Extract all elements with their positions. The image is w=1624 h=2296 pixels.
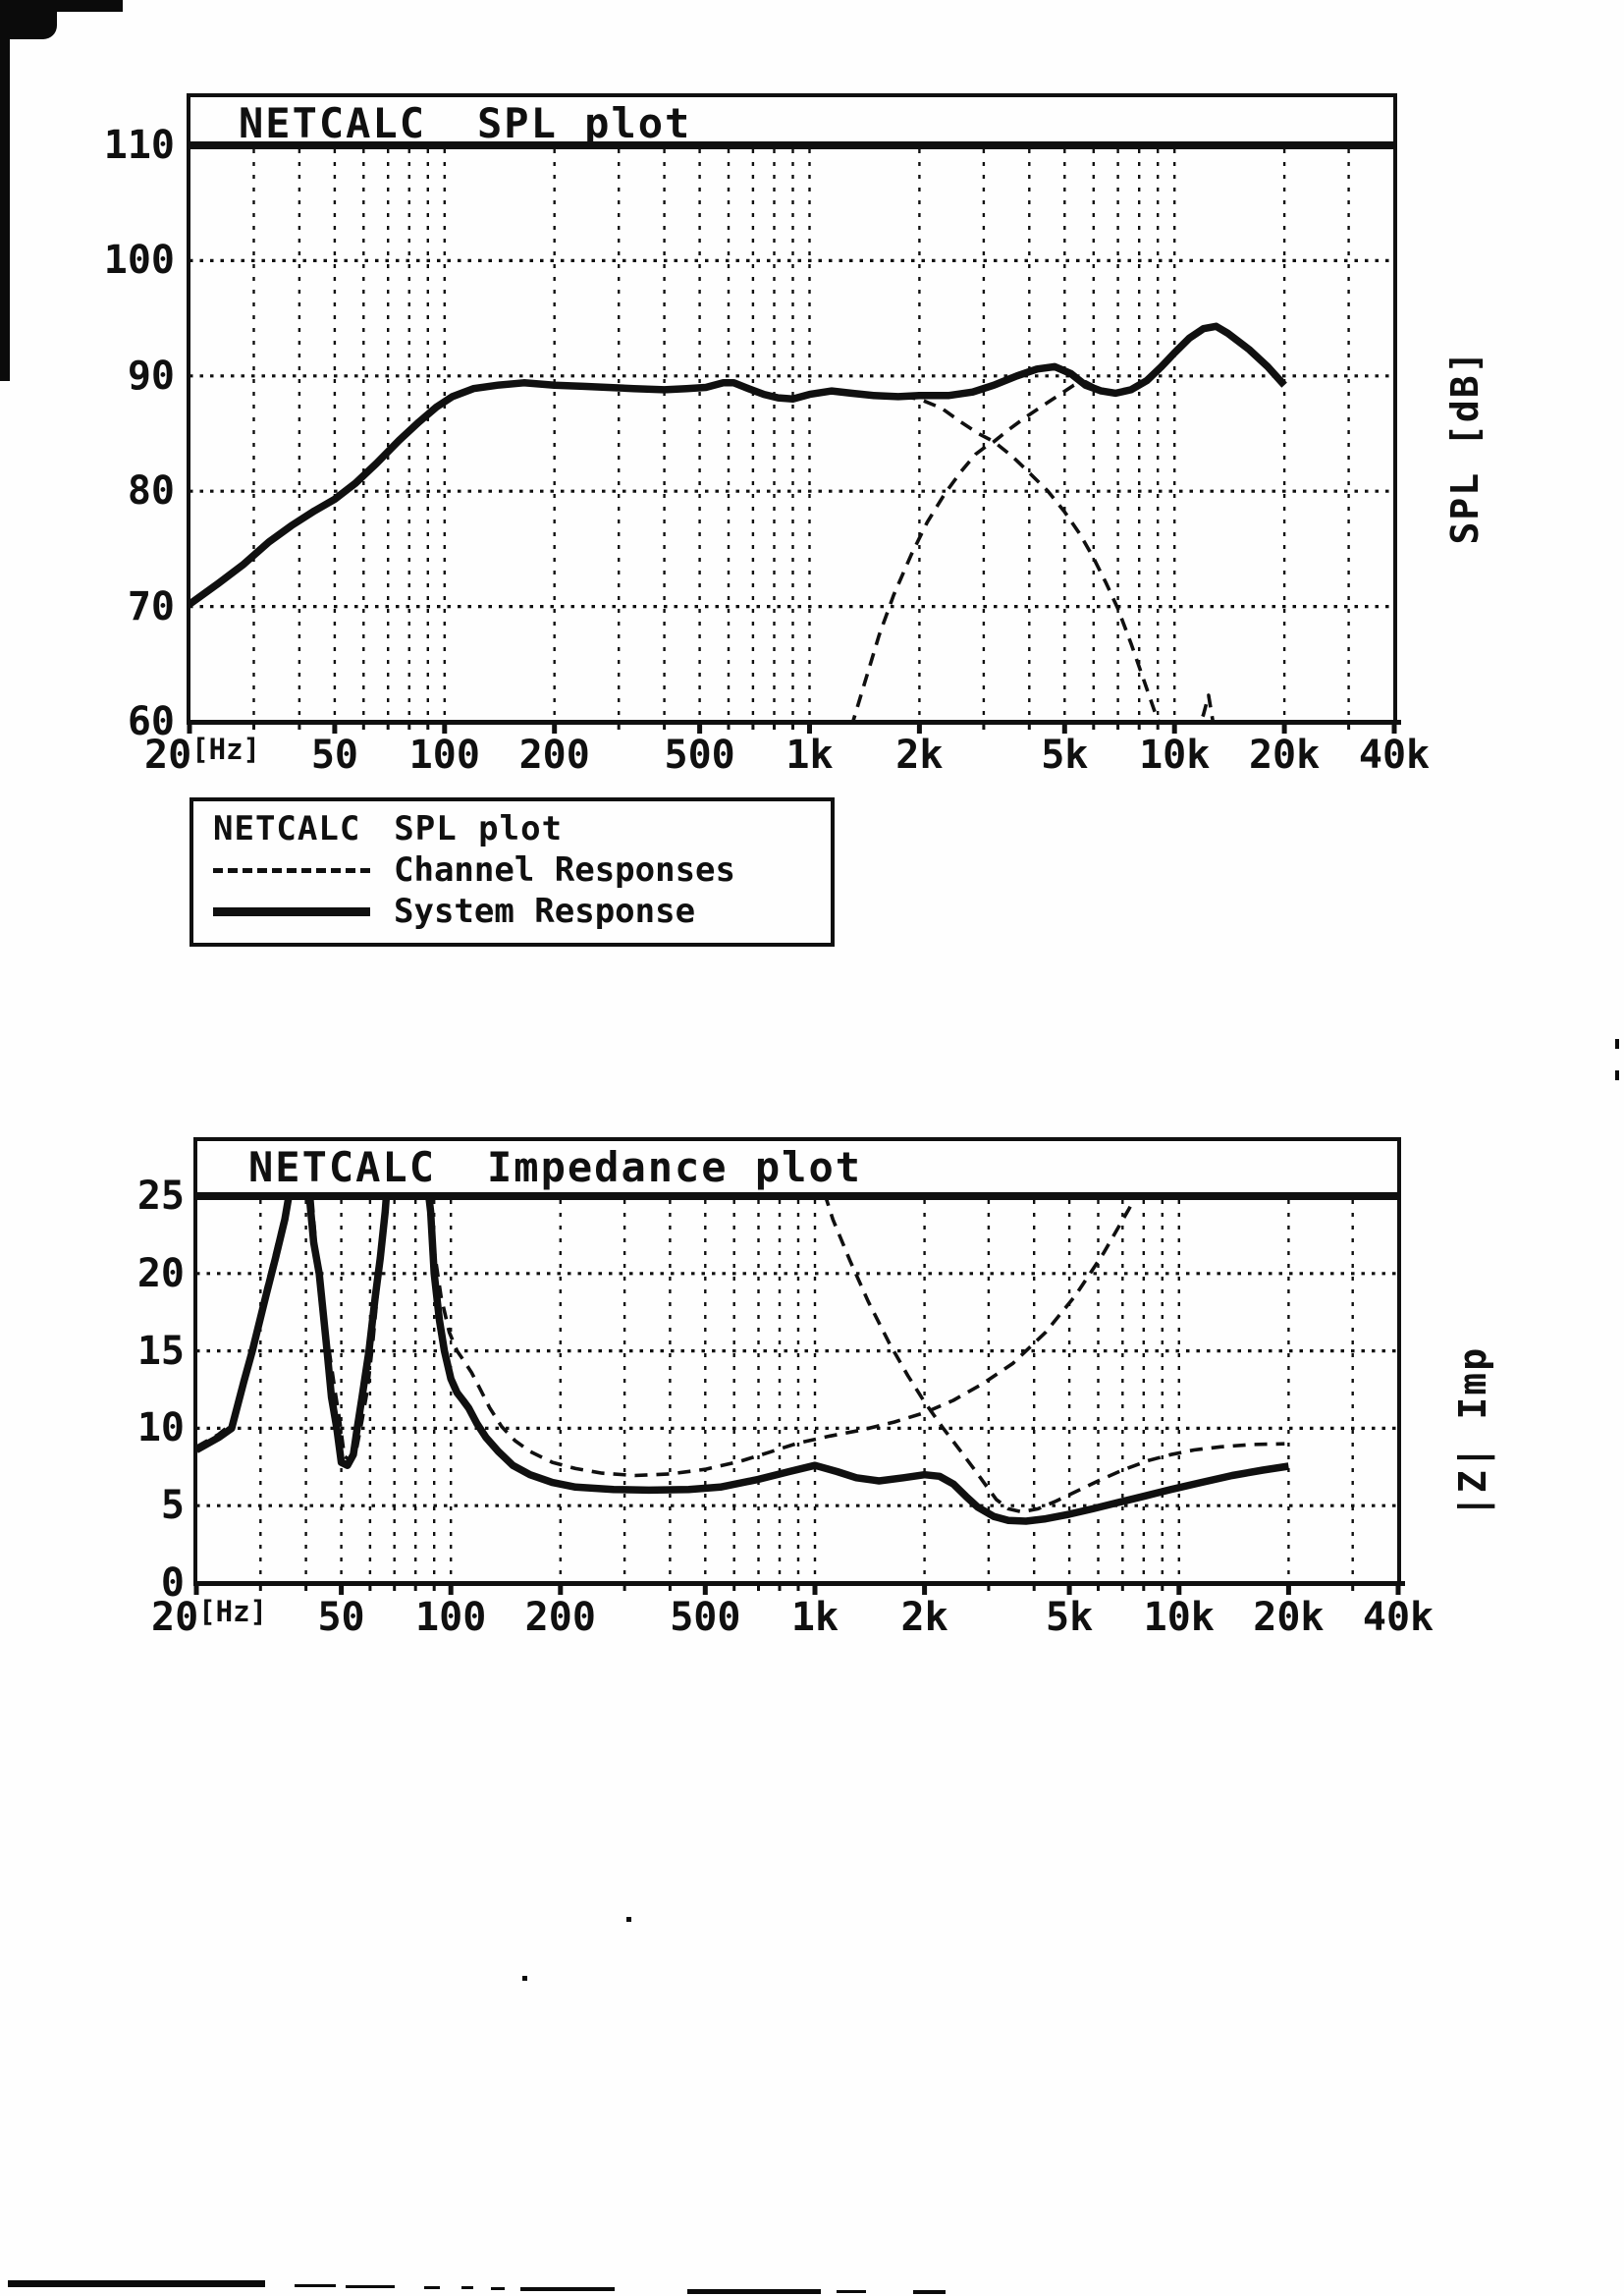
impedance-y-tick-label: 10 [136,1405,185,1451]
spl-legend: NETCALC SPL plot Channel Responses System… [189,797,835,947]
spl-chart-title: NETCALC SPL plot [239,99,691,147]
scan-artifact [687,2289,821,2294]
dashed-line-icon [213,867,370,873]
scan-artifact [522,1976,527,1981]
scan-artifact [491,2287,505,2290]
impedance-y-tick-label: 25 [136,1174,185,1219]
spl-title-name: SPL plot [477,99,692,147]
frequency-unit-label: [Hz] [198,1595,268,1628]
spl-y-tick-label: 70 [127,583,175,629]
scan-artifact [626,1917,631,1922]
spl-y-tick-label: 90 [127,353,175,399]
spl-x-tick-label: 10k [1139,733,1211,778]
impedance-x-tick-label: 500 [670,1595,741,1640]
impedance-title-name: Impedance plot [487,1143,863,1191]
spl-x-tick-label: 500 [664,733,735,778]
spl-x-tick-label: 50 [310,733,358,778]
impedance-x-tick-label: 200 [524,1595,596,1640]
spl-y-tick-label: 110 [103,123,175,168]
scan-artifact [520,2287,615,2291]
scan-artifact [295,2284,336,2287]
spl-x-tick-label: 200 [518,733,590,778]
spl-x-tick-label: 2k [895,733,944,778]
impedance-x-tick-label: 2k [900,1595,948,1640]
scan-artifact [461,2286,473,2289]
spl-legend-title: NETCALC SPL plot [213,809,563,848]
spl-legend-title-name: SPL plot [394,809,564,848]
impedance-x-tick-label: 40k [1362,1595,1435,1640]
legend-row-system-response: System Response [213,892,696,931]
spl-y-tick-label: 80 [127,468,175,515]
solid-line-icon [213,906,370,916]
spl-plot [187,93,1401,734]
spl-x-tick-label: 1k [785,733,834,778]
scan-artifact [8,2280,265,2287]
spl-x-tick-label: 40k [1358,733,1431,778]
scan-artifact [837,2290,866,2293]
impedance-plot [193,1137,1405,1595]
impedance-chart-title: NETCALC Impedance plot [248,1143,862,1191]
spl-legend-title-app: NETCALC [213,809,361,848]
impedance-y-axis-label: |Z| Imp [1451,1345,1494,1518]
impedance-y-tick-label: 5 [160,1483,185,1529]
spl-y-tick-label: 100 [103,238,175,284]
spl-y-tick-label: 60 [127,699,175,744]
spl-title-app: NETCALC [239,99,427,147]
scan-artifact [0,8,10,381]
scan-artifact [913,2290,946,2294]
scan-artifact [346,2285,395,2288]
spl-y-axis-label: SPL [dB] [1443,349,1487,545]
impedance-y-tick-label: 15 [136,1328,185,1374]
spl-x-tick-label: 20[Hz] [144,733,261,778]
frequency-unit-label: [Hz] [191,733,261,766]
legend-label-channel-responses: Channel Responses [394,850,735,890]
legend-label-system-response: System Response [394,892,696,931]
impedance-x-tick-label: 100 [415,1595,487,1640]
scan-artifact [424,2286,440,2289]
impedance-x-tick-label: 10k [1143,1595,1215,1640]
legend-row-channel-responses: Channel Responses [213,850,735,890]
spl-x-tick-label: 5k [1041,733,1089,778]
impedance-y-tick-label: 20 [136,1250,185,1296]
scan-artifact [1615,1070,1619,1080]
impedance-x-tick-label: 20[Hz] [151,1595,268,1640]
impedance-x-tick-label: 20k [1253,1595,1325,1640]
impedance-x-tick-label: 5k [1046,1595,1094,1640]
spl-x-tick-label: 20k [1248,733,1321,778]
spl-x-tick-label: 100 [408,733,480,778]
scan-artifact [1615,1039,1619,1049]
impedance-x-tick-label: 50 [317,1595,365,1640]
impedance-y-tick-label: 0 [160,1560,185,1606]
impedance-title-app: NETCALC [248,1143,437,1191]
impedance-x-tick-label: 1k [790,1595,839,1640]
